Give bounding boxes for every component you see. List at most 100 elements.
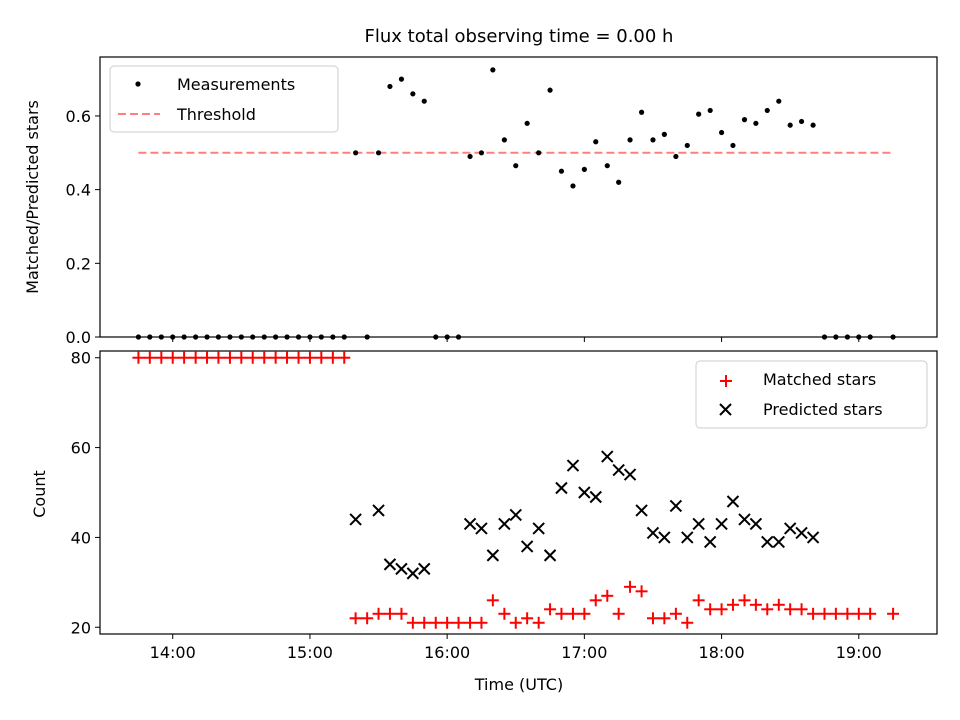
legend-matched-marker [720, 375, 732, 387]
top-chart-title: Flux total observing time = 0.00 h [365, 26, 674, 47]
matched-stars-point [178, 351, 191, 364]
x-tick-label: 19:00 [836, 643, 882, 662]
bottom-legend-box [695, 360, 928, 429]
predicted-stars-point [646, 526, 660, 540]
matched-stars-point [726, 598, 739, 611]
measurements-point [467, 153, 473, 160]
predicted-stars-point [806, 531, 820, 544]
matched-stars-point [829, 607, 842, 620]
predicted-stars-point [761, 535, 774, 549]
measurements-point [513, 163, 519, 169]
measurements-point [764, 107, 770, 114]
matched-stars-point [441, 616, 454, 629]
measurements-point [558, 168, 565, 174]
predicted-stars-point [589, 490, 602, 504]
matched-stars-point [544, 603, 557, 616]
matched-stars-point [669, 607, 682, 620]
top-y-axis-label: Matched/Predicted stars [23, 100, 42, 294]
matched-stars-point [852, 607, 865, 620]
matched-stars-point [201, 351, 214, 364]
predicted-stars-point [418, 562, 431, 576]
predicted-stars-point [692, 517, 705, 531]
predicted-stars-point [681, 531, 694, 544]
predicted-stars-point [601, 450, 614, 463]
matched-stars-point [429, 616, 442, 629]
matched-stars-point [326, 351, 339, 364]
measurements-point [696, 111, 702, 117]
legend-predicted-label: Predicted stars [763, 400, 883, 419]
top-plot-frame [99, 56, 938, 338]
predicted-stars-point [543, 549, 557, 562]
predicted-stars-point [749, 517, 763, 531]
measurements-point [421, 98, 427, 104]
matched-stars-point [223, 351, 236, 364]
x-tick-label: 14:00 [150, 643, 196, 662]
matched-stars-point [235, 351, 248, 364]
matched-stars-point [624, 580, 637, 593]
legend-predicted-marker [719, 403, 732, 416]
measurements-point [638, 109, 645, 115]
matched-stars-point [887, 607, 900, 620]
measurements-point [570, 183, 576, 189]
predicted-stars-point [623, 468, 637, 481]
matched-stars-point [315, 351, 328, 364]
measurements-point [753, 120, 759, 126]
measurements-point [536, 150, 542, 156]
matched-stars-point [338, 351, 351, 364]
matched-stars-point [589, 594, 602, 607]
predicted-stars-point [486, 549, 500, 562]
measurements-point [524, 120, 530, 126]
bottom-plot-panel: 20 40 60 80 14:00 15:00 16:00 17:00 18:00 19:00 C… [30, 349, 938, 694]
x-tick-label: 16:00 [424, 643, 470, 662]
x-tick-label: 18:00 [699, 643, 745, 662]
matched-stars-point [372, 607, 385, 620]
matched-stars-point [303, 351, 316, 364]
x-axis-label: Time (UTC) [474, 675, 563, 694]
measurements-point [410, 91, 416, 97]
matched-stars-point [818, 607, 831, 620]
predicted-stars-point [406, 567, 420, 580]
matched-stars-point [772, 598, 785, 611]
measurements-point [398, 76, 405, 82]
y-tick-label: 60 [71, 439, 91, 458]
predicted-stars-point [658, 531, 671, 544]
predicted-stars-point [566, 459, 580, 472]
matched-stars-point [292, 351, 305, 364]
measurements-point [741, 117, 748, 123]
matched-stars-point [132, 351, 145, 364]
matched-stars-point [749, 598, 762, 611]
matched-stars-point [166, 351, 179, 364]
matched-stars-point [418, 616, 431, 629]
legend-threshold-label: Threshold [176, 105, 256, 124]
matched-stars-point [383, 607, 396, 620]
predicted-stars-point [520, 540, 534, 553]
predicted-stars-point [715, 517, 728, 531]
matched-stars-point [155, 351, 168, 364]
matched-stars-point [864, 607, 877, 620]
matched-stars-point [612, 607, 625, 620]
measurements-point [718, 129, 725, 136]
matched-stars-point [681, 616, 694, 629]
measurements-point [673, 153, 679, 160]
y-tick-label: 0.0 [66, 328, 91, 347]
matched-stars-point [475, 616, 488, 629]
y-tick-label: 0.4 [66, 181, 91, 200]
bottom-y-axis-label: Count [30, 470, 49, 518]
legend-measurements-marker [135, 81, 141, 87]
predicted-stars-point [532, 522, 545, 535]
matched-stars-point [761, 603, 774, 616]
measurements-point [616, 179, 622, 185]
matched-stars-point [498, 607, 511, 620]
predicted-stars-point [795, 526, 808, 540]
matched-stars-point [715, 603, 728, 616]
bottom-legend: Matched stars Predicted stars [695, 360, 928, 429]
measurements-point [810, 122, 816, 128]
measurements-point [661, 131, 667, 137]
predicted-stars-point [635, 504, 648, 517]
predicted-stars-point [783, 522, 797, 535]
matched-stars-point [189, 351, 202, 364]
predicted-stars-point [669, 499, 683, 513]
predicted-stars-point [738, 513, 751, 526]
matched-stars-point [349, 612, 362, 625]
